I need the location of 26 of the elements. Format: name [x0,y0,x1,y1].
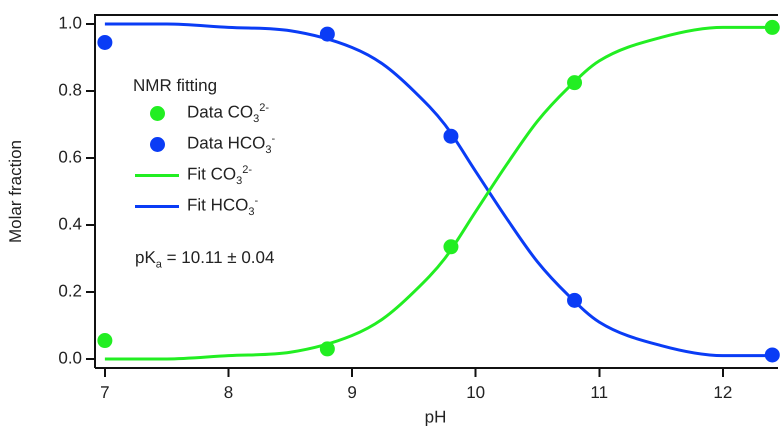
annotation: pK$_{a}$ = 10.11 ± 0.04 [135,248,274,270]
x-tick-label: 10 [466,382,486,402]
y-tick-label: 0.6 [58,148,82,167]
x-tick-label: 9 [347,382,357,402]
point [443,128,458,144]
legend-title: NMR fitting [133,76,218,96]
x-tick-label: 12 [713,382,732,402]
point [97,34,112,50]
x-tick-label: 8 [224,382,234,402]
point [320,341,335,356]
y-tick-label: 0.8 [58,80,82,100]
y-tick-label: 1.0 [58,14,82,33]
x-tick-label: 11 [590,382,608,402]
x-tick-label: 7 [100,382,110,402]
y-tick-label: 0.2 [58,282,82,301]
y-axis-title: Molar fraction [6,140,25,243]
point [567,75,582,90]
y-tick-label: 0.4 [58,214,82,234]
point [97,333,112,348]
x-axis-title: pH [424,407,446,426]
point [443,239,458,254]
point [764,347,780,362]
y-tick-label: 0.0 [58,348,82,368]
point [764,20,780,35]
point [320,26,335,42]
point [567,292,582,308]
